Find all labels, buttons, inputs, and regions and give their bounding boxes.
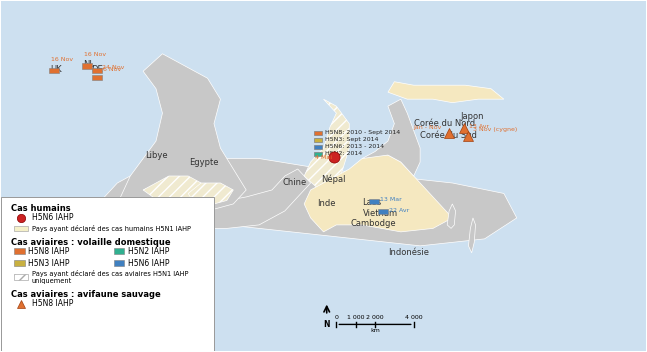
- Polygon shape: [468, 218, 476, 253]
- Text: Egypte: Egypte: [190, 158, 219, 166]
- Text: 6 Nov: 6 Nov: [103, 67, 122, 72]
- Polygon shape: [143, 176, 201, 204]
- Text: 16 Nov: 16 Nov: [84, 52, 106, 57]
- Text: DE: DE: [91, 65, 103, 74]
- Text: 16 Nov: 16 Nov: [51, 57, 73, 62]
- Text: H5N6 IAHP: H5N6 IAHP: [128, 258, 170, 268]
- Text: Népal: Népal: [321, 175, 345, 184]
- Bar: [314, 138, 322, 142]
- Text: Cambodge: Cambodge: [351, 219, 397, 228]
- Bar: [14, 274, 28, 280]
- Text: 0: 0: [334, 315, 338, 320]
- Bar: [92, 75, 102, 80]
- Bar: [114, 260, 124, 266]
- Text: H5N3 IAHP: H5N3 IAHP: [28, 258, 70, 268]
- Text: H5N3: Sept 2014: H5N3: Sept 2014: [325, 137, 378, 142]
- Polygon shape: [388, 82, 504, 103]
- Bar: [49, 68, 59, 73]
- Bar: [314, 145, 322, 149]
- Polygon shape: [304, 99, 349, 194]
- Text: 2 000: 2 000: [366, 315, 384, 320]
- Text: 13 Mar: 13 Mar: [380, 197, 402, 202]
- Bar: [369, 199, 378, 204]
- Text: Cas humains: Cas humains: [11, 204, 71, 213]
- Text: H5N8: 2010 - Sept 2014: H5N8: 2010 - Sept 2014: [325, 130, 400, 135]
- Text: Cas aviaires : avifaune sauvage: Cas aviaires : avifaune sauvage: [11, 290, 161, 299]
- Text: Japon: Japon: [460, 112, 483, 121]
- Polygon shape: [188, 183, 234, 204]
- Text: 22 Avr: 22 Avr: [389, 208, 410, 213]
- Text: Corée du Nord: Corée du Nord: [414, 119, 475, 128]
- Text: Libye: Libye: [145, 151, 168, 159]
- Bar: [14, 226, 28, 231]
- Text: 3 Nov (cygne): 3 Nov (cygne): [473, 127, 517, 132]
- Polygon shape: [104, 211, 143, 263]
- Polygon shape: [98, 158, 517, 246]
- Text: Pays ayant déclaré des cas humains H5N1 IAHP: Pays ayant déclaré des cas humains H5N1 …: [32, 225, 191, 232]
- Bar: [14, 248, 25, 254]
- Text: 1 000: 1 000: [347, 315, 364, 320]
- Text: km: km: [370, 328, 380, 333]
- Bar: [92, 68, 102, 73]
- Text: Pays ayant déclaré des cas aviaires H5N1 IAHP
uniquement: Pays ayant déclaré des cas aviaires H5N1…: [32, 270, 188, 284]
- Text: Inde: Inde: [318, 200, 336, 208]
- Bar: [378, 209, 388, 214]
- Text: UK: UK: [50, 65, 62, 74]
- Polygon shape: [182, 169, 311, 228]
- Text: Chine: Chine: [282, 178, 307, 188]
- Polygon shape: [362, 99, 420, 176]
- Text: 4 000: 4 000: [405, 315, 422, 320]
- Polygon shape: [47, 239, 60, 253]
- Bar: [14, 260, 25, 266]
- Text: 4 Mai: 4 Mai: [315, 155, 332, 160]
- Polygon shape: [304, 155, 452, 232]
- Text: 13 Avr: 13 Avr: [469, 124, 489, 129]
- Bar: [1, 197, 214, 351]
- Text: 24 Nov: 24 Nov: [102, 65, 124, 70]
- Text: N: N: [324, 320, 330, 329]
- Text: H5N8 IAHP: H5N8 IAHP: [32, 300, 73, 308]
- Bar: [114, 248, 124, 254]
- Text: H5N2 IAHP: H5N2 IAHP: [128, 247, 170, 256]
- Polygon shape: [117, 54, 247, 211]
- Text: Laos: Laos: [362, 198, 382, 207]
- Bar: [314, 131, 322, 135]
- Text: H5N6: 2013 - 2014: H5N6: 2013 - 2014: [325, 144, 384, 149]
- Text: Jan - Nov: Jan - Nov: [413, 125, 442, 130]
- Text: H5N6 IAHP: H5N6 IAHP: [32, 213, 73, 222]
- Polygon shape: [447, 204, 455, 228]
- Text: Vietnam: Vietnam: [362, 208, 398, 218]
- Text: H5N8 IAHP: H5N8 IAHP: [28, 247, 70, 256]
- Bar: [314, 152, 322, 156]
- Text: Corée du Sud: Corée du Sud: [420, 131, 477, 140]
- Text: Cas aviaires : volaille domestique: Cas aviaires : volaille domestique: [11, 238, 171, 247]
- Text: NL: NL: [83, 60, 94, 69]
- Text: H5N2: 2014: H5N2: 2014: [325, 151, 362, 156]
- Text: Indonésie: Indonésie: [388, 248, 429, 257]
- Polygon shape: [34, 204, 195, 274]
- Bar: [82, 63, 92, 69]
